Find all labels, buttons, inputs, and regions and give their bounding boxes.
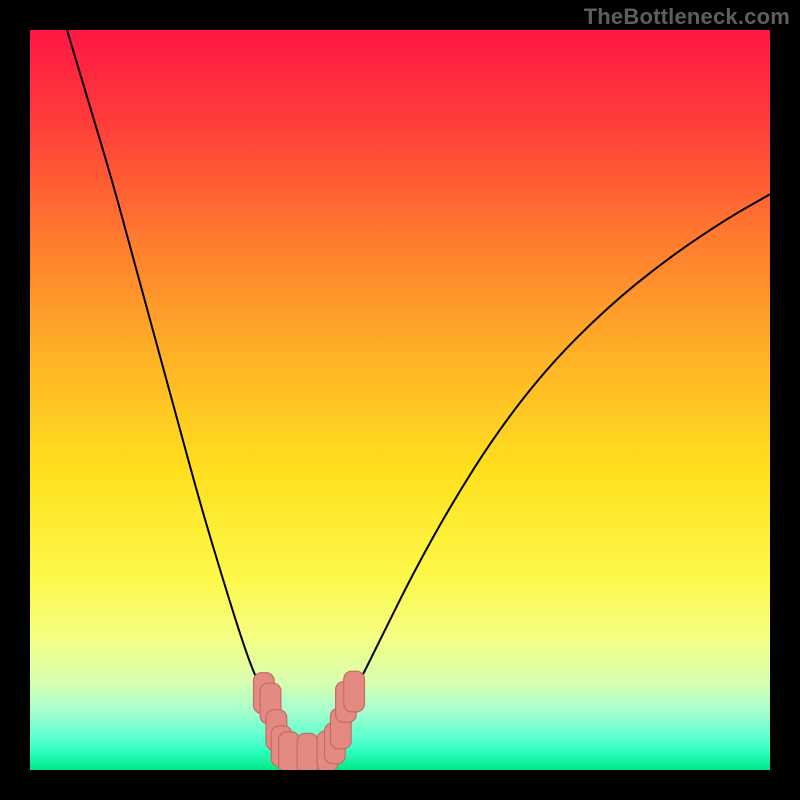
watermark-text: TheBottleneck.com — [584, 4, 790, 30]
curve-layer — [30, 30, 770, 770]
curve-marker — [279, 732, 300, 770]
bottleneck-curve — [67, 30, 770, 753]
curve-marker — [344, 671, 365, 712]
chart-frame: TheBottleneck.com — [0, 0, 800, 800]
plot-area — [30, 30, 770, 770]
curve-marker — [297, 733, 318, 770]
